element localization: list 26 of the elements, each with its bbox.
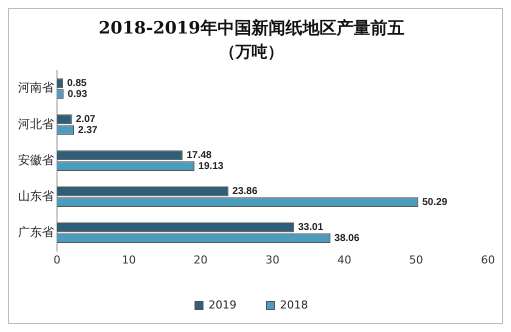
x-tick-label: 10 [122,253,136,266]
y-tick-label: 山东省 [18,188,54,203]
legend-label: 2019 [208,298,237,312]
chart-title: 2018-2019年中国新闻纸地区产量前五 [98,18,404,39]
y-tick-label: 安徽省 [18,152,54,167]
y-tick-label: 河南省 [18,80,54,95]
x-tick-label: 60 [481,253,495,266]
data-label: 2.37 [78,124,98,136]
data-label: 50.29 [422,196,448,208]
x-tick-label: 30 [266,253,280,266]
data-label: 33.01 [298,222,324,234]
y-tick-label: 河北省 [18,116,54,131]
x-tick-label: 0 [54,253,60,266]
data-label: 19.13 [198,160,224,172]
x-tick-label: 20 [194,253,208,266]
x-tick-label: 40 [337,253,352,266]
data-label: 0.93 [68,88,88,100]
data-label: 17.48 [186,150,212,162]
data-label: 23.86 [232,186,258,198]
legend-label: 2018 [280,298,308,312]
data-label: 38.06 [334,232,360,244]
data-label: 2.07 [76,114,96,126]
data-label: 0.85 [67,78,88,89]
chart-subtitle: （万吨） [220,42,284,62]
x-tick-label: 50 [409,253,424,266]
y-tick-label: 广东省 [18,224,54,239]
